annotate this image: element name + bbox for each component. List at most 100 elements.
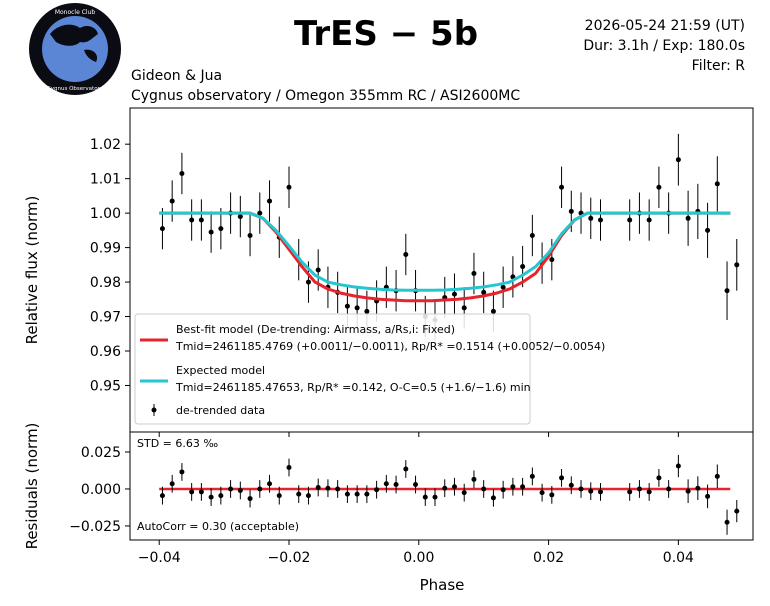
data-point — [344, 491, 350, 497]
legend-best-fit-params: Tmid=2461185.4769 (+0.0011/−0.0011), Rp/… — [175, 340, 605, 353]
data-point — [179, 469, 185, 475]
data-point — [247, 496, 253, 502]
data-point — [559, 475, 565, 481]
observatory-setup: Cygnus observatory / Omegon 355mm RC / A… — [131, 88, 520, 104]
data-point — [403, 466, 409, 472]
data-point — [257, 210, 263, 216]
filter-label: Filter: R — [692, 58, 746, 74]
residuals-xticks: −0.04 −0.02 0.00 0.02 0.04 — [138, 540, 694, 566]
xtick-label: −0.04 — [138, 550, 181, 566]
data-point — [666, 486, 672, 492]
data-point — [705, 493, 711, 499]
data-point — [597, 217, 603, 223]
data-point — [218, 493, 224, 499]
data-point — [393, 482, 399, 488]
data-point — [656, 475, 662, 481]
residuals-frame — [129, 431, 754, 541]
observation-datetime: 2026-05-24 21:59 (UT) — [585, 18, 745, 34]
data-point — [568, 482, 574, 488]
ytick-label: 1.00 — [90, 206, 121, 222]
data-point — [228, 486, 234, 492]
data-point — [636, 486, 642, 492]
data-point — [374, 487, 380, 493]
xtick-label: 0.02 — [533, 550, 564, 566]
data-point — [169, 481, 175, 487]
data-point — [208, 229, 214, 235]
data-point — [179, 170, 185, 176]
data-point — [335, 486, 341, 492]
data-point — [481, 289, 487, 295]
data-point — [169, 198, 175, 204]
ytick-label: 1.01 — [90, 172, 121, 188]
xtick-label: 0.00 — [403, 550, 434, 566]
data-point — [237, 487, 243, 493]
data-point — [714, 181, 720, 187]
legend-data-marker — [151, 407, 157, 413]
data-point — [685, 488, 691, 494]
data-point — [364, 308, 370, 314]
data-point — [500, 487, 506, 493]
light-curve-markers — [159, 133, 740, 341]
data-point — [520, 264, 526, 270]
data-point — [578, 486, 584, 492]
data-point — [354, 305, 360, 311]
best-fit-model-line — [159, 211, 731, 303]
data-point — [714, 473, 720, 479]
data-point — [529, 473, 535, 479]
data-point — [588, 488, 594, 494]
data-point — [656, 184, 662, 190]
data-point — [159, 493, 165, 499]
residuals-yticks: −0.025 0.000 0.025 — [69, 445, 130, 535]
data-point — [481, 486, 487, 492]
data-point — [198, 489, 204, 495]
data-point — [724, 288, 730, 294]
data-point — [354, 491, 360, 497]
data-point — [432, 494, 438, 500]
data-point — [325, 485, 331, 491]
std-annotation: STD = 6.63 ‰ — [137, 437, 218, 450]
data-point — [734, 262, 740, 268]
data-point — [490, 308, 496, 314]
data-point — [383, 481, 389, 487]
autocorr-annotation: AutoCorr = 0.30 (acceptable) — [137, 520, 299, 533]
logo-text-top: Monocle Club — [55, 9, 96, 16]
data-point — [646, 217, 652, 223]
data-point — [549, 492, 555, 498]
data-point — [471, 476, 477, 482]
data-point — [364, 491, 370, 497]
data-point — [510, 484, 516, 490]
legend: Best-fit model (De-trending: Airmass, a/… — [134, 313, 605, 425]
light-curve-panel: 0.95 0.96 0.97 0.98 0.99 1.00 1.01 1.02 Relativ… — [23, 107, 754, 437]
data-point — [646, 489, 652, 495]
light-curve-xticks — [158, 432, 679, 437]
logo-silhouette-icon — [50, 24, 98, 46]
data-point — [734, 508, 740, 514]
data-point — [296, 491, 302, 497]
data-point — [257, 486, 263, 492]
data-point — [675, 157, 681, 163]
legend-best-fit-label: Best-fit model (De-trending: Airmass, a/… — [176, 323, 455, 336]
expected-model-line — [159, 211, 731, 292]
data-point — [588, 215, 594, 221]
data-point — [490, 495, 496, 501]
data-point — [247, 233, 253, 239]
data-point — [413, 482, 419, 488]
light-curve-ylabel: Relative flux (norm) — [23, 196, 41, 345]
data-point — [237, 214, 243, 220]
legend-data-label: de-trended data — [176, 404, 265, 417]
data-point — [597, 489, 603, 495]
data-point — [422, 494, 428, 500]
legend-box — [134, 313, 531, 425]
data-point — [267, 198, 273, 204]
data-point — [276, 493, 282, 499]
ytick-label: 0.98 — [90, 275, 121, 291]
data-point — [559, 184, 565, 190]
data-point — [451, 291, 457, 297]
data-point — [315, 267, 321, 273]
ytick-label: 0.025 — [81, 445, 121, 461]
data-point — [520, 484, 526, 490]
data-point — [305, 279, 311, 285]
data-point — [218, 226, 224, 232]
residuals-ylabel: Residuals (norm) — [23, 423, 41, 550]
